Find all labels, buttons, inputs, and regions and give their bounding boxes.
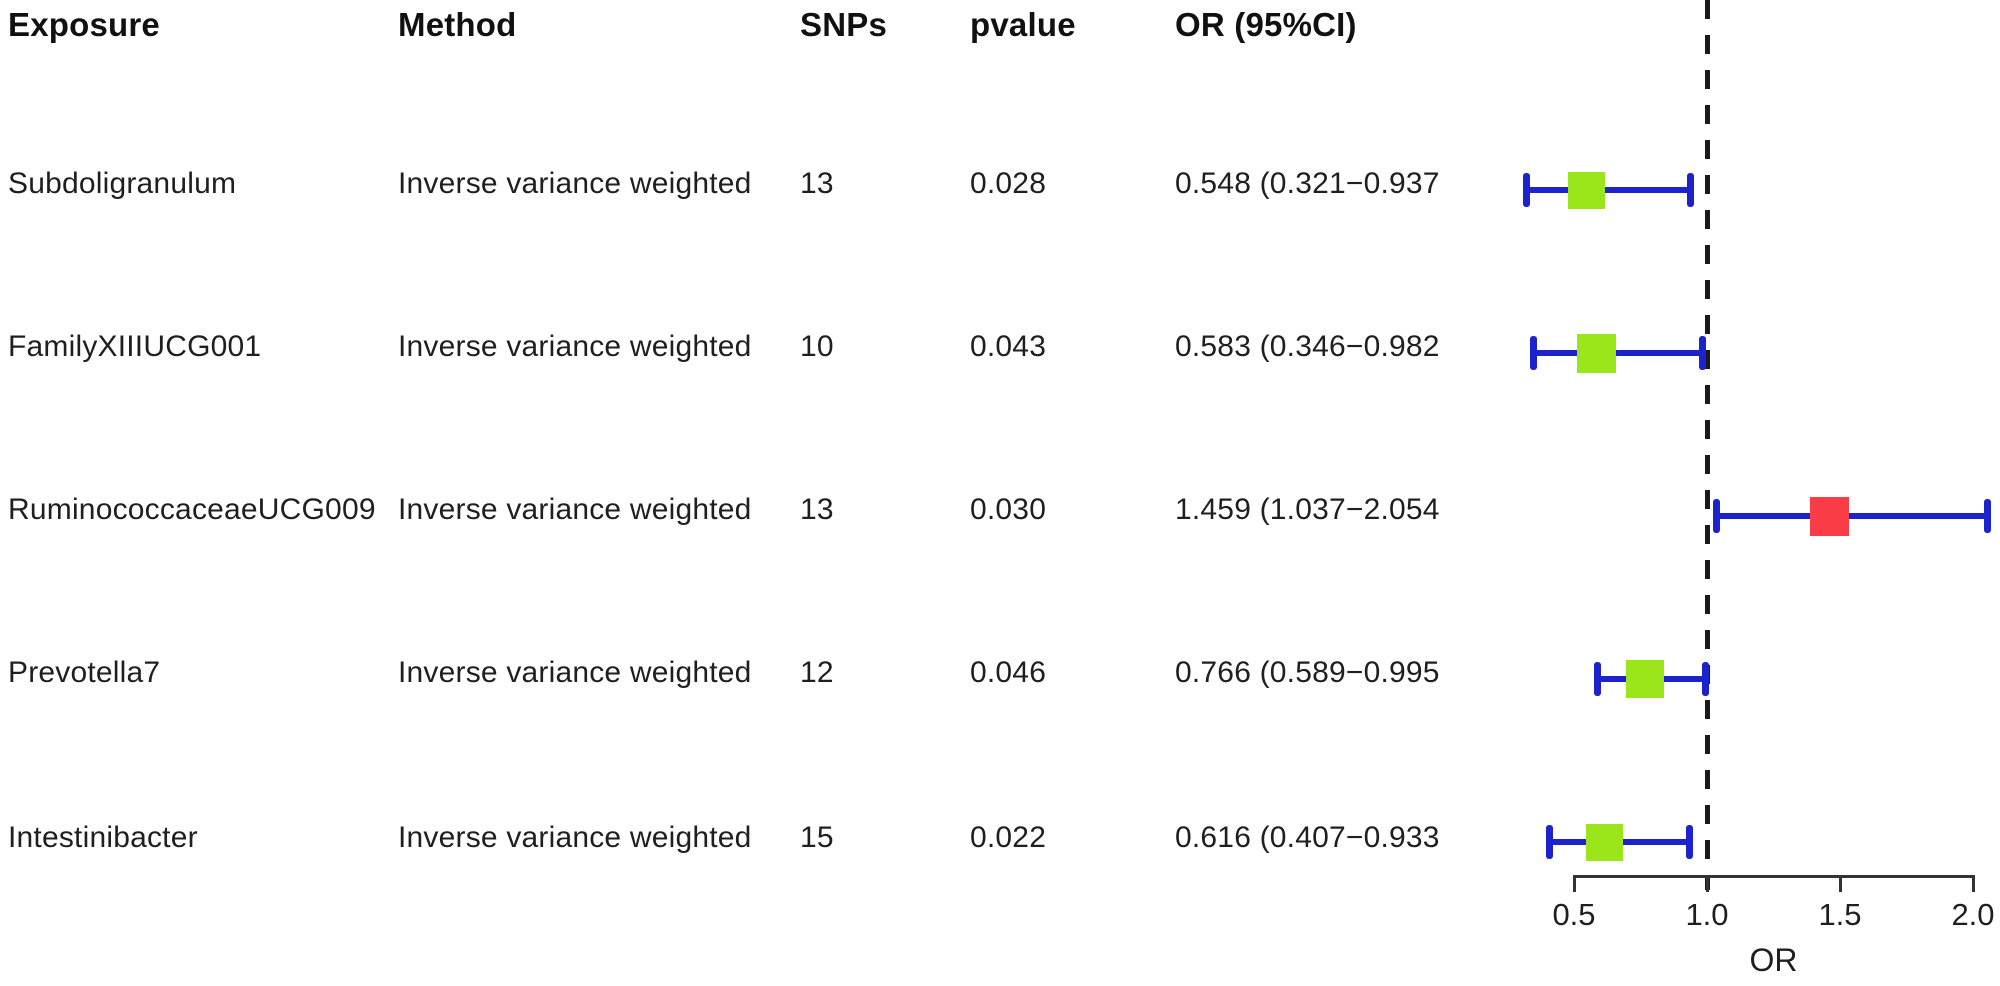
row-2-or-ci: 0.583 (0.346−0.982 xyxy=(1175,330,1440,363)
row-1-snps: 13 xyxy=(800,167,834,200)
row-3-exposure: RuminococcaceaeUCG009 xyxy=(8,493,376,526)
ci-bar xyxy=(1533,350,1703,356)
row-3-pvalue: 0.030 xyxy=(970,493,1047,526)
column-header-pvalue: pvalue xyxy=(970,6,1076,43)
x-axis-tick-label: 1.5 xyxy=(1818,897,1862,932)
row-5-exposure: Intestinibacter xyxy=(8,821,198,854)
row-5-snps: 15 xyxy=(800,821,834,854)
x-axis-tick xyxy=(1705,875,1709,892)
row-2-snps: 10 xyxy=(800,330,834,363)
row-3-or-ci: 1.459 (1.037−2.054 xyxy=(1175,493,1440,526)
ci-cap-high xyxy=(1685,825,1693,859)
x-axis-tick xyxy=(1572,875,1576,892)
ci-cap-low xyxy=(1522,173,1530,207)
row-5-pvalue: 0.022 xyxy=(970,821,1047,854)
row-2-method: Inverse variance weighted xyxy=(398,330,752,363)
x-axis-tick-label: 0.5 xyxy=(1552,897,1596,932)
ci-cap-high xyxy=(1686,173,1694,207)
row-1-exposure: Subdoligranulum xyxy=(8,167,237,200)
row-1-or-ci: 0.548 (0.321−0.937 xyxy=(1175,167,1440,200)
column-header-exposure: Exposure xyxy=(8,6,160,43)
row-1-method: Inverse variance weighted xyxy=(398,167,752,200)
ci-cap-low xyxy=(1545,825,1553,859)
or-marker xyxy=(1625,660,1664,698)
ci-cap-high xyxy=(1702,662,1710,696)
row-4-method: Inverse variance weighted xyxy=(398,656,752,689)
ci-cap-high xyxy=(1983,499,1991,533)
reference-line xyxy=(1704,0,1710,890)
row-2-pvalue: 0.043 xyxy=(970,330,1047,363)
ci-cap-high xyxy=(1698,336,1706,370)
row-5-method: Inverse variance weighted xyxy=(398,821,752,854)
ci-bar xyxy=(1526,187,1691,193)
x-axis-title: OR xyxy=(1749,942,1798,978)
or-marker xyxy=(1586,823,1624,861)
row-3-method: Inverse variance weighted xyxy=(398,493,752,526)
x-axis-tick xyxy=(1971,875,1975,892)
row-1-pvalue: 0.028 xyxy=(970,167,1047,200)
column-header-method: Method xyxy=(398,6,517,43)
row-5-or-ci: 0.616 (0.407−0.933 xyxy=(1175,821,1440,854)
ci-bar xyxy=(1716,513,1988,519)
column-header-or-ci: OR (95%CI) xyxy=(1175,6,1357,43)
or-marker xyxy=(1568,171,1606,209)
ci-cap-low xyxy=(1529,336,1537,370)
x-axis-tick xyxy=(1838,875,1842,892)
ci-cap-low xyxy=(1594,662,1602,696)
or-marker xyxy=(1576,333,1616,373)
row-2-exposure: FamilyXIIIUCG001 xyxy=(8,330,262,363)
row-4-exposure: Prevotella7 xyxy=(8,656,161,689)
or-marker xyxy=(1809,496,1849,536)
row-4-pvalue: 0.046 xyxy=(970,656,1047,689)
column-header-snps: SNPs xyxy=(800,6,888,43)
ci-cap-low xyxy=(1713,499,1721,533)
row-4-or-ci: 0.766 (0.589−0.995 xyxy=(1175,656,1440,689)
x-axis-tick-label: 2.0 xyxy=(1951,897,1995,932)
row-4-snps: 12 xyxy=(800,656,834,689)
x-axis-line xyxy=(1572,875,1975,878)
x-axis-tick-label: 1.0 xyxy=(1685,897,1729,932)
row-3-snps: 13 xyxy=(800,493,834,526)
